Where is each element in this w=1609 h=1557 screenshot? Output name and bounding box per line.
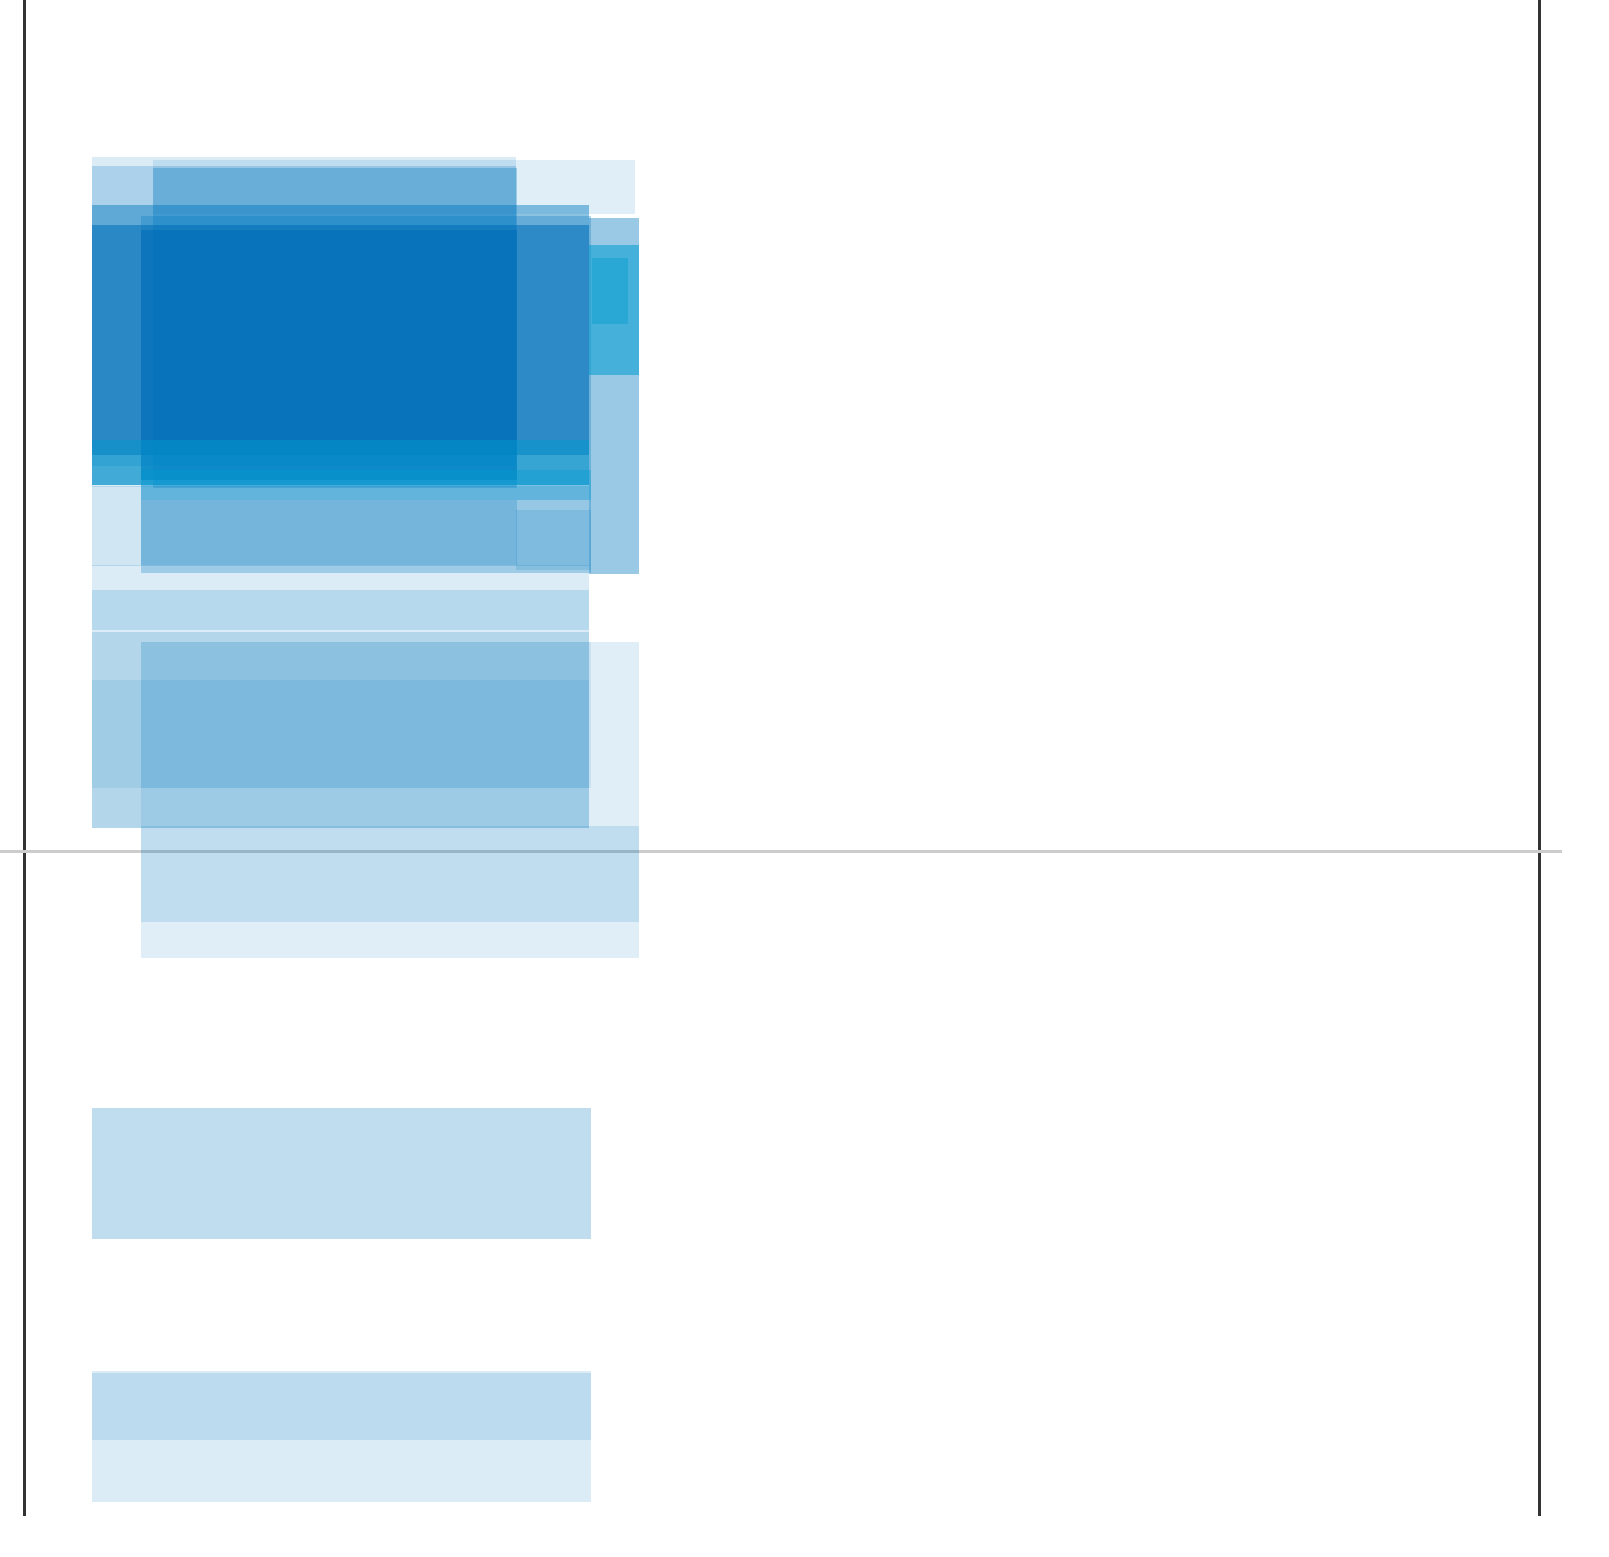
band-15 [141, 500, 517, 565]
band-22 [141, 642, 591, 788]
band-11 [592, 258, 628, 324]
band-2 [153, 160, 635, 214]
band-12 [92, 440, 589, 485]
band-21 [141, 642, 639, 958]
baseline-divider [0, 850, 1562, 853]
band-25 [92, 1371, 591, 1502]
left-frame-line [23, 0, 26, 1516]
band-16 [516, 510, 591, 570]
band-18 [92, 590, 589, 630]
band-24 [92, 1108, 591, 1239]
band-17 [92, 565, 589, 828]
band-14 [92, 486, 589, 566]
right-frame-line [1538, 0, 1541, 1516]
band-26 [92, 1373, 591, 1440]
band-10 [589, 245, 639, 375]
band-8 [141, 230, 517, 480]
band-19 [92, 632, 589, 828]
band-20 [92, 680, 589, 788]
band-13 [141, 470, 591, 500]
band-23 [141, 826, 639, 922]
